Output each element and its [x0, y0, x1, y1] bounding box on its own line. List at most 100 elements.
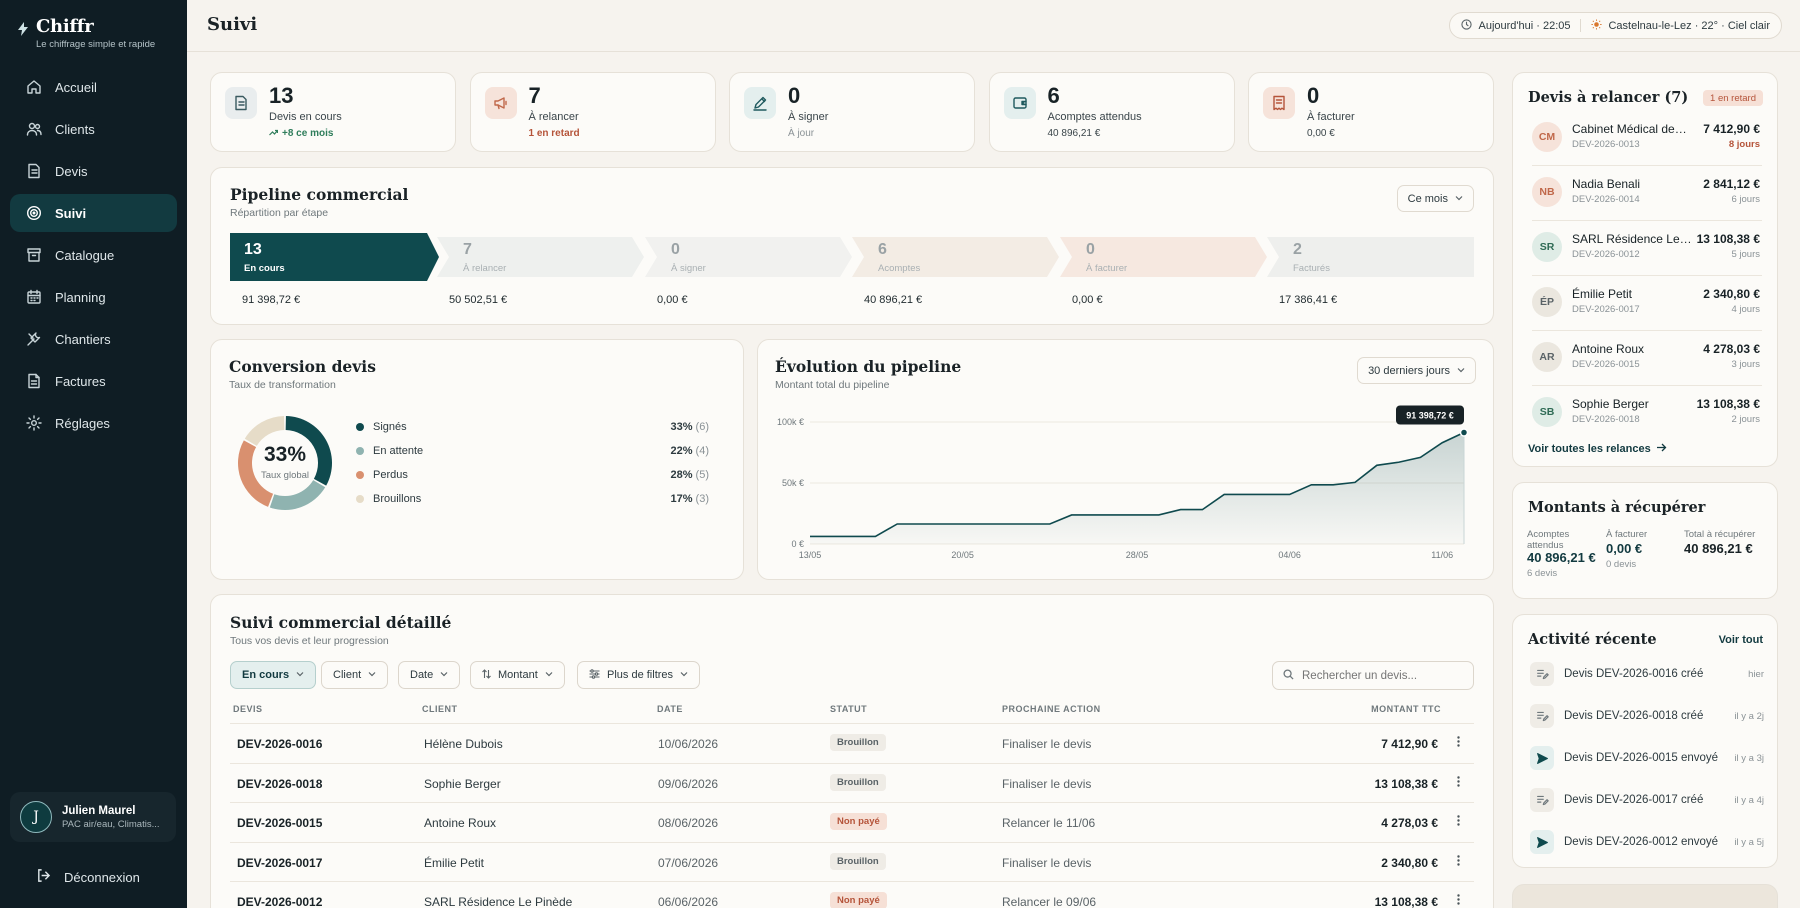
activity-item[interactable]: Devis DEV-2026-0012 envoyé il y a 5j [1530, 821, 1764, 863]
table-row[interactable]: DEV-2026-0017 Émilie Petit 07/06/2026 Broui… [230, 841, 1474, 881]
filter-plus-de-filtres[interactable]: Plus de filtres [577, 661, 701, 689]
sidebar-item-chantiers[interactable]: Chantiers [10, 320, 177, 358]
recover-column: Total à récupérer 40 896,21 € [1684, 529, 1764, 556]
sidebar-nav: Accueil Clients Devis Suivi Catalogue Plannin… [10, 68, 177, 446]
devis-ref[interactable]: DEV-2026-0018 [237, 776, 323, 791]
pipeline-stage[interactable]: 0 À facturer [1060, 233, 1267, 281]
legend-row: En attente 22% (4) [356, 445, 726, 457]
sidebar-item-label: Suivi [55, 205, 87, 221]
activity-item[interactable]: Devis DEV-2026-0018 créé il y a 2j [1530, 695, 1764, 737]
activity-item[interactable]: Devis DEV-2026-0016 créé hier [1530, 653, 1764, 695]
devis-ref[interactable]: DEV-2026-0016 [237, 737, 323, 751]
donut-center-value: 33% [263, 443, 307, 466]
activity-see-all-link[interactable]: Voir tout [1718, 634, 1763, 646]
sidebar-item-devis[interactable]: Devis [10, 152, 177, 190]
sidebar-item-catalogue[interactable]: Catalogue [10, 236, 177, 274]
search-box[interactable] [1272, 661, 1474, 690]
relance-item[interactable]: CM Cabinet Médical des ... DEV-2026-0013 7 … [1532, 112, 1762, 166]
pipeline-period-select[interactable]: Ce mois [1396, 185, 1474, 212]
legend-count: (4) [695, 445, 709, 457]
filter-client[interactable]: Client [321, 661, 389, 689]
relance-item[interactable]: ÉP Émilie Petit DEV-2026-0017 2 340,80 € 4 j… [1532, 277, 1762, 331]
search-input[interactable] [1302, 669, 1462, 682]
kpi-card[interactable]: 0 À signer À jour [729, 72, 975, 152]
kpi-value: 7 [528, 83, 541, 108]
pipeline-stage[interactable]: 2 Facturés [1267, 233, 1474, 281]
evolution-period-select[interactable]: 30 derniers jours [1357, 357, 1476, 384]
column-header: CLIENT [422, 704, 458, 714]
relance-client: Sophie Berger [1572, 397, 1649, 411]
filter-en-cours[interactable]: En cours [230, 661, 317, 689]
relance-amount: 13 108,38 € [1696, 232, 1760, 246]
row-menu-icon[interactable] [1457, 775, 1460, 790]
chevron-down-icon [296, 669, 304, 681]
stage-chevron [645, 237, 852, 277]
see-all-relances-link[interactable]: Voir toutes les relances [1528, 443, 1667, 455]
legend-count: (3) [695, 493, 709, 505]
chevron-down-icon [1455, 193, 1463, 205]
donut-slice [269, 480, 326, 510]
filter-montant[interactable]: Montant [470, 661, 565, 689]
relance-item[interactable]: SR SARL Résidence Le ... DEV-2026-0012 13 1… [1532, 222, 1762, 276]
relance-item[interactable]: SB Sophie Berger DEV-2026-0018 13 108,38 € 2… [1532, 387, 1762, 441]
stage-chevron [852, 237, 1059, 277]
relance-item[interactable]: AR Antoine Roux DEV-2026-0015 4 278,03 € 3 j… [1532, 332, 1762, 386]
kpi-card[interactable]: 6 Acomptes attendus 40 896,21 € [988, 72, 1235, 152]
kpi-card[interactable]: 13 Devis en cours +8 ce mois [210, 72, 456, 152]
next-action: Relancer le 09/06 [1002, 895, 1097, 908]
devis-ref[interactable]: DEV-2026-0017 [237, 855, 323, 870]
pipeline-stage[interactable]: 7 À relancer [437, 233, 644, 281]
sidebar-item-accueil[interactable]: Accueil [10, 68, 177, 106]
kpi-sub: À jour [788, 128, 814, 139]
stage-count: 2 [1293, 241, 1302, 258]
relance-item[interactable]: NB Nadia Benali DEV-2026-0014 2 841,12 € 6 j… [1532, 167, 1762, 221]
user-role: PAC air/eau, Climatis... [62, 818, 160, 830]
table-row[interactable]: DEV-2026-0012 SARL Résidence Le Pinède 06/… [230, 881, 1474, 908]
send-icon [1530, 746, 1554, 770]
column-header: DEVIS [233, 704, 263, 714]
row-menu-icon[interactable] [1457, 854, 1460, 869]
devis-ref[interactable]: DEV-2026-0012 [237, 895, 323, 908]
sidebar-item-suivi[interactable]: Suivi [10, 194, 177, 232]
filter-date[interactable]: Date [398, 661, 461, 689]
relance-ref: DEV-2026-0015 [1572, 359, 1640, 370]
relance-amount: 4 278,03 € [1703, 342, 1760, 356]
legend-pct-value: 28% [670, 469, 693, 481]
user-card[interactable]: J Julien Maurel PAC air/eau, Climatis... [10, 792, 176, 842]
logout-icon [36, 868, 51, 886]
sidebar-item-clients[interactable]: Clients [10, 110, 177, 148]
kpi-card[interactable]: 7 À relancer 1 en retard [469, 72, 716, 152]
pipeline-subtitle: Répartition par étape [230, 207, 329, 219]
table-row[interactable]: DEV-2026-0018 Sophie Berger 09/06/2026 Brou… [230, 762, 1474, 802]
pipeline-stage[interactable]: 13 En cours [230, 233, 439, 281]
kpi-sub-text: 0,00 € [1307, 128, 1335, 139]
activity-item[interactable]: Devis DEV-2026-0017 créé il y a 4j [1530, 779, 1764, 821]
sidebar-item-label: Réglages [55, 415, 110, 431]
sidebar-item-factures[interactable]: Factures [10, 362, 177, 400]
logout-label: Déconnexion [64, 869, 140, 885]
amount-ttc: 13 108,38 € [1374, 895, 1438, 908]
kpi-label: À facturer [1307, 111, 1355, 123]
brand[interactable]: Chiffr Le chiffrage simple et rapide [18, 16, 155, 50]
pipeline-stage[interactable]: 0 À signer [645, 233, 852, 281]
kpi-label: À signer [788, 111, 829, 123]
row-menu-icon[interactable] [1457, 735, 1460, 750]
sidebar-item-reglages[interactable]: Réglages [10, 404, 177, 442]
devis-ref[interactable]: DEV-2026-0015 [237, 816, 323, 830]
row-menu-icon[interactable] [1457, 893, 1460, 908]
activity-text: Devis DEV-2026-0012 envoyé [1564, 836, 1719, 848]
activity-item[interactable]: Devis DEV-2026-0015 envoyé il y a 3j [1530, 737, 1764, 779]
recover-column: À facturer 0,00 € 0 devis [1606, 529, 1686, 570]
table-row[interactable]: DEV-2026-0015 Antoine Roux 08/06/2026 Non p… [230, 802, 1474, 841]
activity-card: Activité récente Voir tout [1512, 614, 1778, 868]
conversion-title: Conversion devis [229, 357, 376, 376]
sidebar-item-planning[interactable]: Planning [10, 278, 177, 316]
stage-chevron [230, 233, 439, 281]
row-menu-icon[interactable] [1457, 814, 1460, 829]
x-tick-label: 04/06 [1278, 550, 1301, 560]
pipeline-stage[interactable]: 6 Acomptes [852, 233, 1059, 281]
logout-button[interactable]: Déconnexion [36, 868, 140, 886]
table-row[interactable]: DEV-2026-0016 Hélène Dubois 10/06/2026 Brou… [230, 723, 1474, 762]
kpi-card[interactable]: 0 À facturer 0,00 € [1248, 72, 1494, 152]
relance-ref: DEV-2026-0014 [1572, 194, 1640, 205]
